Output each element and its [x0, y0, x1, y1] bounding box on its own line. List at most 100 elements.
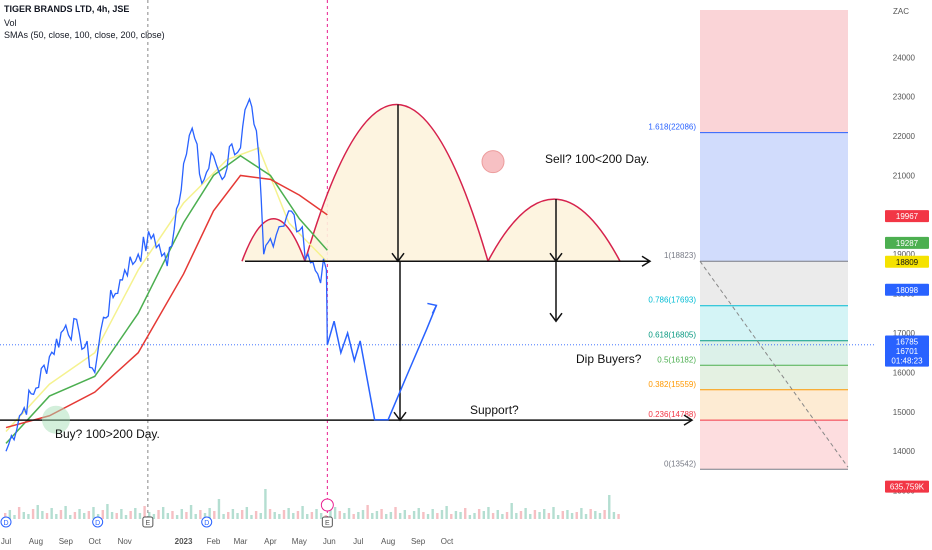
chart-symbol: TIGER BRANDS LTD, 4h, JSE	[4, 4, 130, 14]
dip-buyers-annotation: Dip Buyers?	[576, 352, 642, 366]
head-arc	[304, 104, 489, 262]
fib-level-label: 0.236(14788)	[648, 410, 696, 419]
volume-bar	[110, 512, 114, 519]
event-marker-label: E	[146, 520, 151, 527]
volume-bar	[598, 513, 602, 519]
volume-bar	[477, 509, 481, 519]
shoulder-height-arrow-head	[549, 252, 563, 263]
death-cross-circle	[481, 150, 505, 174]
volume-bar	[185, 512, 188, 519]
dividend-marker[interactable]	[201, 516, 213, 528]
volume-bar	[319, 513, 323, 519]
volume-bar	[73, 512, 77, 519]
volume-bar	[510, 503, 513, 519]
x-tick-label: Jul	[1, 537, 11, 546]
x-tick-label: May	[292, 537, 307, 546]
volume-bar	[22, 512, 25, 519]
volume-bar	[371, 513, 374, 519]
volume-bar	[561, 511, 564, 519]
volume-bar	[231, 509, 235, 519]
volume-bar	[96, 514, 100, 519]
volume-bar	[417, 508, 420, 519]
volume-bar	[306, 514, 309, 519]
projection-line	[326, 305, 438, 421]
earnings-marker[interactable]	[142, 516, 154, 528]
price-tag	[885, 210, 929, 223]
volume-bar	[612, 512, 616, 519]
volume-bar	[473, 513, 476, 519]
lightning-icon[interactable]	[320, 498, 334, 512]
volume-bar	[352, 514, 355, 519]
fib-level-label: 0(13542)	[664, 459, 696, 468]
volume-bar	[115, 513, 118, 519]
volume-bar	[487, 507, 490, 519]
volume-bar	[171, 511, 174, 519]
volume-bar	[129, 511, 132, 519]
volume-bar	[194, 514, 197, 519]
sma-100-line	[5, 154, 328, 444]
volume-bar	[468, 515, 472, 519]
volume-bar	[445, 506, 448, 519]
fib-band-top	[700, 10, 848, 133]
price-tag-label: 635.759K	[890, 483, 925, 492]
neckline-arrowhead	[641, 255, 652, 267]
volume-bar	[524, 508, 527, 519]
volume-bar	[106, 504, 109, 519]
volume-bar	[398, 513, 402, 519]
volume-bar	[4, 513, 7, 519]
volume-bar	[203, 513, 207, 519]
volume-bar	[347, 508, 351, 519]
x-tick-label: Aug	[29, 537, 43, 546]
dividend-marker[interactable]	[92, 516, 104, 528]
volume-bar	[101, 510, 104, 519]
volume-bar	[152, 514, 156, 519]
fib-band-red	[700, 420, 848, 470]
y-tick-label: 21000	[893, 171, 916, 180]
price-tag	[885, 344, 929, 357]
fib-level-label: 1(18823)	[664, 251, 696, 260]
volume-bar	[13, 515, 16, 519]
price-tag-label: 01:48:23	[891, 357, 923, 366]
volume-bar	[217, 499, 221, 519]
sell-annotation: Sell? 100<200 Day.	[545, 152, 649, 166]
volume-bar	[459, 512, 462, 519]
x-tick-label: Sep	[59, 537, 74, 546]
currency-label: ZAC	[893, 7, 909, 16]
volume-bar	[69, 515, 72, 519]
fib-band-orange	[700, 389, 848, 421]
earnings-marker[interactable]	[321, 516, 333, 528]
volume-bar	[361, 510, 365, 519]
volume-bar	[552, 507, 555, 519]
price-tag-label: 19287	[896, 239, 919, 248]
event-marker-label: D	[204, 520, 209, 527]
head-height-arrow-head	[391, 252, 405, 263]
volume-bar	[310, 512, 314, 519]
fib-level-label: 0.786(17693)	[648, 296, 696, 305]
volume-bar	[189, 505, 193, 519]
volume-bar	[273, 512, 276, 519]
buy-annotation: Buy? 100>200 Day.	[55, 427, 160, 441]
vol-indicator-label[interactable]: Vol	[4, 18, 17, 28]
volume-bar	[547, 513, 551, 519]
volume-bar	[431, 509, 434, 519]
price-tag	[885, 480, 929, 493]
volume-bar	[301, 506, 304, 519]
sma-indicator-label[interactable]: SMAs (50, close, 100, close, 200, close)	[4, 30, 165, 40]
volume-bar	[124, 515, 128, 519]
x-tick-label: Aug	[381, 537, 395, 546]
volume-bar	[482, 511, 486, 519]
volume-bar	[41, 511, 44, 519]
volume-bar	[403, 510, 407, 519]
price-tag	[885, 335, 929, 348]
volume-bar	[245, 507, 249, 519]
event-marker-label: D	[95, 520, 100, 527]
volume-bar	[55, 514, 58, 519]
volume-bar	[408, 515, 411, 519]
dividend-marker[interactable]	[0, 516, 12, 528]
volume-bar	[584, 514, 588, 519]
volume-bar	[166, 513, 170, 519]
volume-bar	[357, 512, 360, 519]
volume-bar	[380, 509, 383, 519]
y-tick-label: 14000	[893, 447, 916, 456]
